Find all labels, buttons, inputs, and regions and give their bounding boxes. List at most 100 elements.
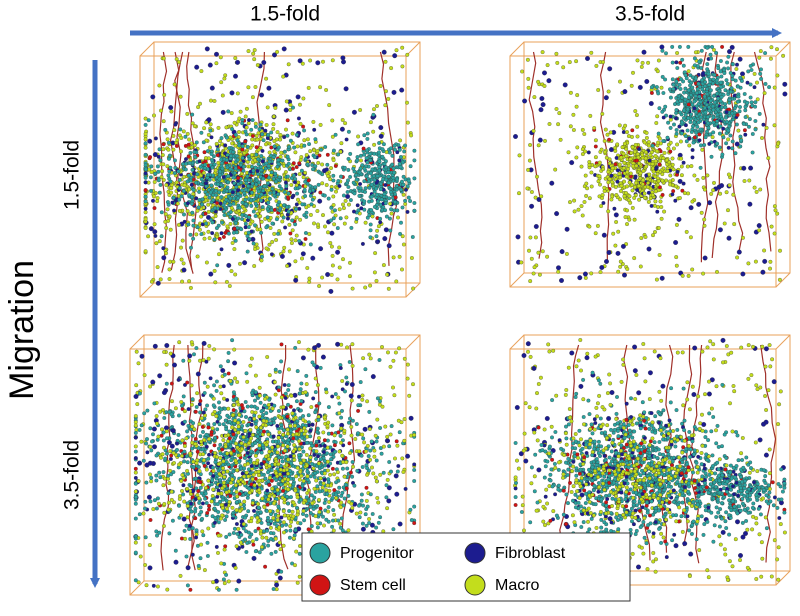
cell — [389, 146, 393, 151]
cell — [243, 202, 248, 206]
cell — [276, 504, 281, 509]
cell — [276, 192, 281, 197]
cell — [160, 153, 165, 158]
cell — [711, 130, 716, 135]
cell — [266, 163, 271, 168]
cell — [365, 466, 370, 471]
cell — [306, 178, 311, 183]
cell — [240, 147, 245, 152]
cell — [625, 267, 630, 271]
cell — [155, 265, 160, 270]
cell — [283, 170, 288, 174]
cell — [564, 251, 569, 256]
cell — [682, 90, 687, 95]
cell — [312, 475, 317, 479]
cell — [252, 264, 257, 268]
cell — [391, 358, 396, 363]
cell — [342, 221, 347, 226]
cell — [672, 122, 676, 127]
cell — [392, 170, 397, 175]
cell — [168, 105, 174, 111]
cell — [754, 189, 759, 194]
cell — [247, 157, 252, 162]
cell — [143, 137, 148, 142]
cell — [158, 475, 163, 480]
cell — [153, 191, 158, 196]
cell — [686, 69, 691, 74]
cell — [587, 224, 592, 229]
cell — [728, 133, 733, 138]
cell — [691, 124, 695, 129]
cell — [165, 137, 170, 142]
cell — [698, 165, 703, 170]
cell — [251, 168, 256, 173]
cell — [680, 120, 685, 125]
cell — [355, 158, 360, 163]
cell — [202, 150, 207, 155]
cell — [689, 164, 694, 169]
cell — [348, 393, 354, 399]
cell — [752, 185, 757, 190]
cell — [382, 192, 387, 197]
cell — [186, 222, 191, 227]
cell — [637, 197, 642, 202]
cell — [608, 130, 613, 135]
cell — [240, 144, 245, 149]
cell — [666, 120, 671, 125]
cell — [283, 225, 288, 230]
cell — [249, 127, 254, 132]
cell — [673, 240, 679, 245]
cell — [325, 162, 330, 167]
cell — [369, 208, 374, 213]
cell — [330, 58, 335, 63]
cell — [284, 99, 289, 104]
cell — [661, 139, 666, 143]
cell — [329, 272, 334, 277]
cell — [698, 99, 703, 104]
cell — [269, 551, 274, 556]
cell — [206, 229, 211, 234]
cell — [168, 351, 173, 356]
cell — [695, 64, 700, 69]
cell — [698, 115, 703, 120]
cell — [625, 222, 629, 227]
cell — [682, 191, 687, 196]
cell — [613, 212, 619, 218]
cell — [626, 134, 631, 139]
cell — [169, 109, 174, 114]
cell — [201, 429, 205, 434]
cell — [712, 73, 717, 78]
cell — [379, 181, 383, 186]
cell — [302, 213, 307, 218]
cell — [236, 176, 241, 180]
cell — [631, 164, 636, 169]
cell — [403, 143, 408, 148]
cell — [183, 134, 188, 139]
cell — [217, 252, 221, 257]
cell — [320, 181, 325, 186]
cell — [195, 254, 200, 259]
cell — [318, 170, 323, 175]
cell — [143, 141, 148, 146]
cell — [235, 157, 240, 162]
cell — [307, 232, 312, 236]
cell — [356, 134, 361, 139]
cell — [187, 193, 192, 198]
cell — [243, 221, 248, 226]
cell — [222, 213, 227, 218]
cell — [647, 172, 652, 177]
cell — [266, 515, 270, 520]
cell — [304, 153, 309, 157]
cube-edge — [509, 41, 525, 57]
cell — [731, 192, 736, 197]
cell — [651, 169, 656, 174]
cell — [688, 73, 693, 78]
cell — [625, 170, 630, 175]
cell — [697, 59, 702, 64]
cell — [610, 180, 615, 185]
cell — [583, 275, 588, 280]
cell — [671, 189, 676, 194]
cell — [326, 196, 331, 201]
cell — [305, 266, 310, 270]
cell — [605, 132, 610, 137]
